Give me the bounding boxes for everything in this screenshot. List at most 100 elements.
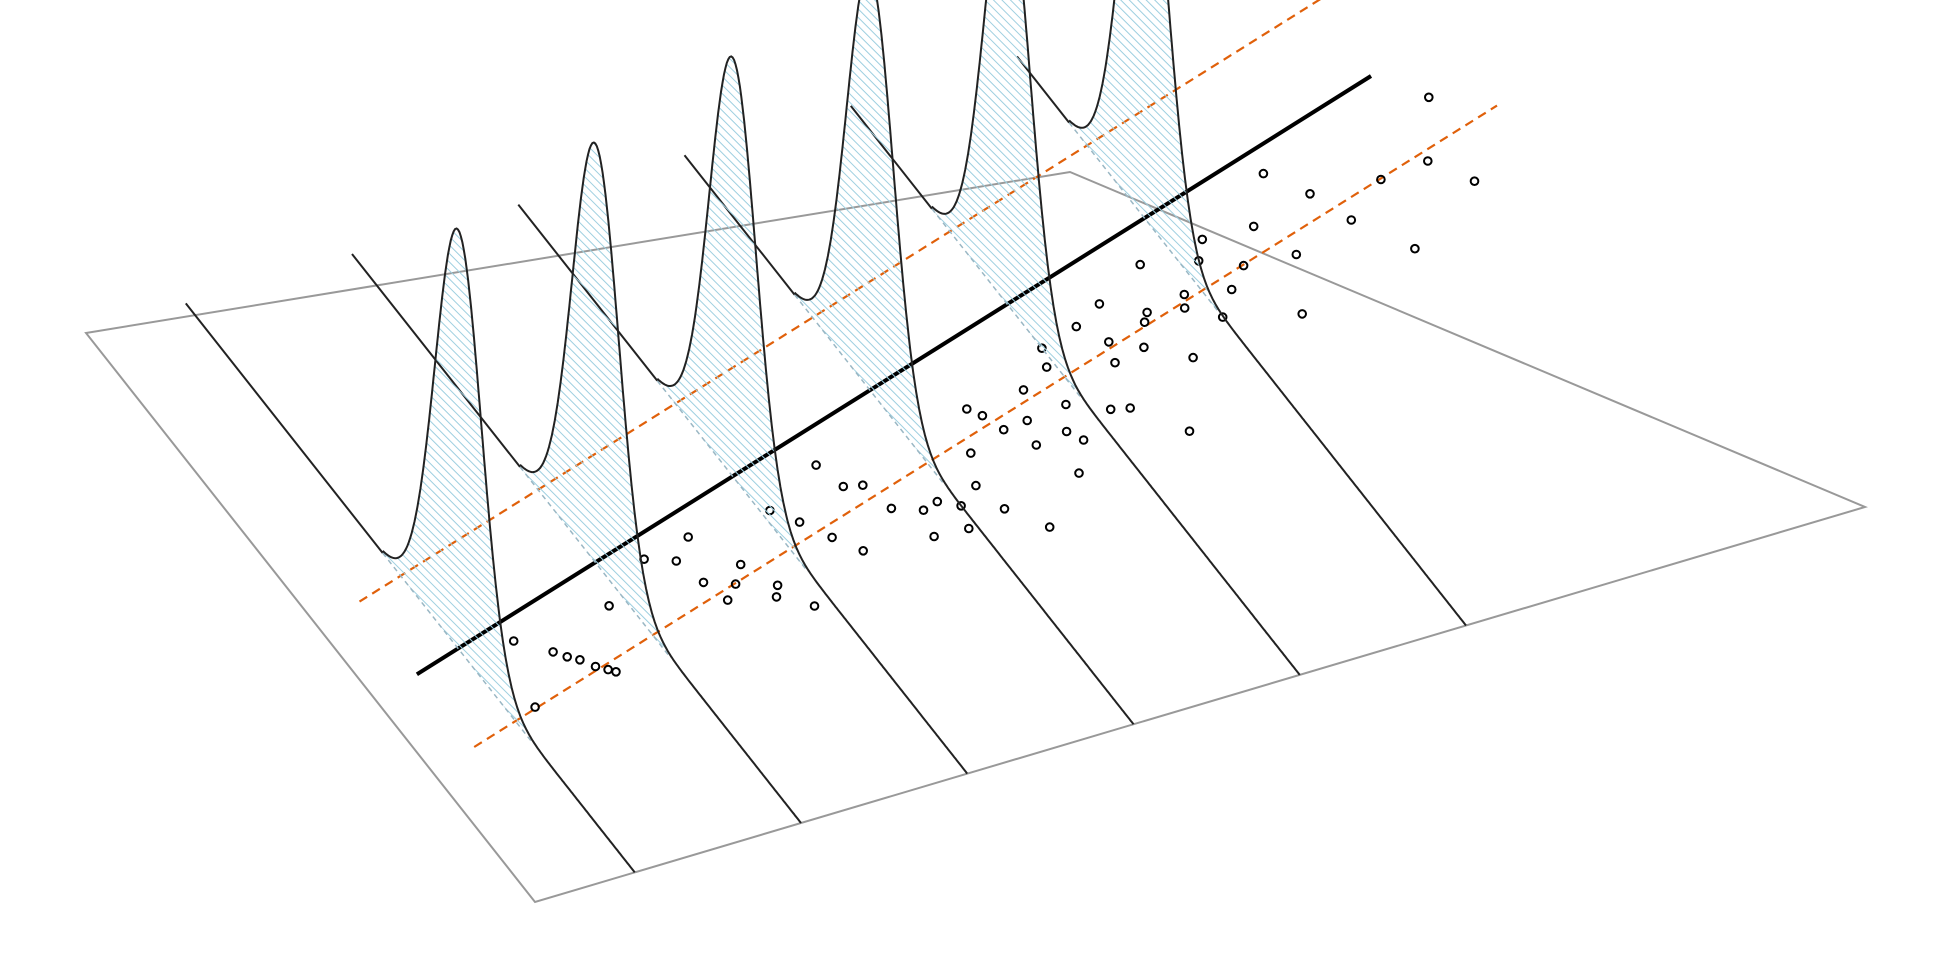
density-curve [793, 0, 1135, 725]
data-point [1125, 403, 1135, 413]
data-point [1031, 440, 1042, 450]
data-point [603, 664, 613, 675]
density-slice [382, 227, 636, 873]
data-point [998, 424, 1009, 435]
density-curve [656, 55, 968, 775]
data-point [1346, 215, 1357, 225]
data-point [827, 532, 837, 543]
data-point [966, 448, 976, 458]
density-slice [1068, 0, 1467, 627]
data-point [1110, 357, 1120, 368]
data-point [1258, 168, 1269, 179]
density-fill [520, 142, 671, 658]
data-point [1094, 299, 1105, 309]
data-point [771, 592, 782, 602]
data-point [886, 503, 897, 514]
data-point [977, 410, 988, 421]
data-point [1423, 156, 1433, 166]
data-point [1197, 234, 1208, 245]
data-point [1179, 289, 1190, 300]
data-point [730, 579, 741, 589]
density-slice [519, 141, 802, 824]
data-point [1297, 309, 1307, 319]
density-fill [931, 0, 1083, 400]
density-baseline [382, 552, 534, 745]
data-point [794, 517, 805, 527]
density-baseline [1068, 122, 1221, 314]
data-point [1410, 243, 1420, 254]
density-slice [656, 55, 968, 775]
data-point [1061, 426, 1072, 437]
data-point [1074, 468, 1084, 478]
data-point [811, 460, 821, 470]
density-curve [1068, 0, 1467, 627]
slice-far-segment [185, 302, 384, 554]
data-point [918, 505, 929, 516]
density-fill [382, 228, 534, 744]
density-baseline [794, 294, 946, 487]
data-point [956, 501, 966, 511]
data-point [735, 559, 746, 570]
density-slice [931, 0, 1301, 676]
data-point [1238, 260, 1249, 271]
data-point [548, 647, 558, 657]
data-point [604, 601, 614, 611]
data-point [1226, 284, 1237, 295]
data-point [562, 652, 573, 662]
density-fill [1069, 0, 1220, 314]
data-point [1022, 415, 1032, 426]
data-point [858, 480, 868, 491]
data-point [838, 481, 849, 492]
data-point [1044, 522, 1055, 532]
data-point [671, 556, 682, 566]
data-point [999, 504, 1010, 514]
data-point [508, 636, 519, 646]
data-point [1179, 303, 1190, 313]
data-point [1376, 174, 1386, 185]
data-point [1188, 352, 1198, 363]
data-point [772, 580, 783, 591]
data-point [932, 496, 943, 507]
data-point [1071, 321, 1082, 332]
data-point [575, 655, 585, 665]
density-baseline [931, 208, 1084, 401]
data-point [683, 532, 694, 542]
data-point [1184, 426, 1195, 437]
data-point [971, 480, 981, 491]
density-fill [794, 0, 946, 486]
data-point [1104, 337, 1114, 347]
data-point [1078, 435, 1089, 445]
base-plane [84, 170, 1868, 904]
density-curve [519, 141, 802, 824]
data-point [1105, 404, 1116, 415]
data-point [1041, 362, 1052, 372]
data-point [530, 702, 540, 712]
data-point [809, 601, 820, 611]
density-curve [382, 227, 636, 873]
data-point [1061, 399, 1071, 410]
data-point [962, 404, 972, 414]
data-point [611, 667, 621, 677]
data-point [1217, 312, 1228, 322]
data-point [590, 661, 601, 672]
data-point [1135, 259, 1145, 270]
data-point [1469, 176, 1480, 186]
density-baseline [656, 380, 809, 573]
data-point [698, 577, 709, 588]
data-point [858, 546, 869, 556]
density-fill [657, 56, 808, 572]
data-point [929, 531, 939, 542]
density-curve [931, 0, 1301, 676]
density-curves [382, 0, 1467, 873]
data-point [964, 523, 974, 534]
data-point [1142, 307, 1152, 318]
data-point [1248, 221, 1259, 232]
data-point [1291, 249, 1302, 260]
data-point [1139, 342, 1149, 353]
density-slice [793, 0, 1135, 725]
observations [508, 92, 1480, 712]
band-lower-line [473, 104, 1498, 748]
data-point [1018, 385, 1029, 395]
data-point [1424, 92, 1434, 103]
